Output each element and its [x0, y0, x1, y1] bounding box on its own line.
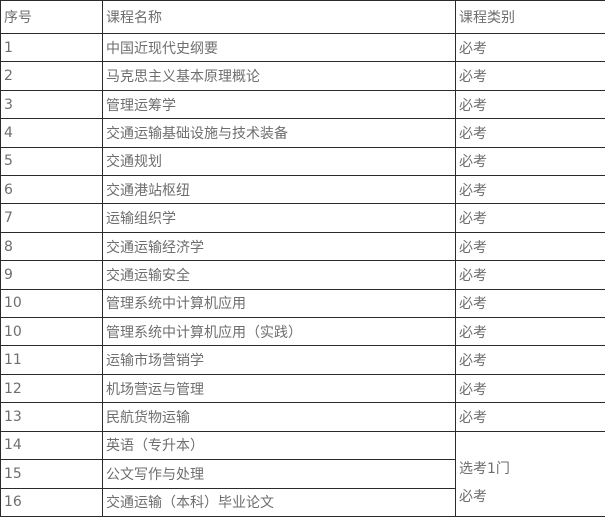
cell-course-name: 马克思主义基本原理概论: [102, 61, 456, 91]
category-line: 必考: [459, 489, 487, 505]
table-row: 11 运输市场营销学 必考: [0, 345, 605, 375]
cell-course-name: 交通港站枢纽: [102, 175, 456, 205]
cell-index: 8: [0, 231, 103, 262]
cell-index: 10: [0, 288, 103, 319]
cell-index: 9: [0, 260, 103, 290]
cell-index: 7: [0, 203, 103, 233]
cell-index: 3: [0, 89, 103, 120]
cell-index: 2: [0, 61, 103, 91]
table-row: 5 交通规划 必考: [0, 146, 605, 177]
table-header: 序号 课程名称 课程类别: [0, 0, 605, 34]
column-header-index: 序号: [0, 0, 103, 34]
cell-index: 4: [0, 118, 103, 148]
cell-category: 必考: [455, 288, 605, 319]
cell-category: 必考: [455, 175, 605, 205]
cell-course-name: 管理系统中计算机应用: [102, 288, 456, 319]
cell-index: 10: [0, 317, 103, 347]
cell-index: 6: [0, 175, 103, 205]
cell-category: 必考: [455, 373, 605, 404]
cell-course-name: 交通运输（本科）毕业论文: [102, 487, 456, 517]
cell-course-name: 运输组织学: [102, 203, 456, 233]
table-row: 6 交通港站枢纽 必考: [0, 175, 605, 205]
cell-course-name: 交通运输安全: [102, 260, 456, 290]
cell-category: 必考: [455, 260, 605, 290]
cell-category: 必考: [455, 89, 605, 120]
cell-category: 必考: [455, 32, 605, 63]
cell-index: 16: [0, 487, 103, 517]
cell-course-name: 机场营运与管理: [102, 373, 456, 404]
table-row: 14 英语（专升本） 选考1门必考: [0, 430, 605, 517]
cell-course-name: 管理系统中计算机应用（实践）: [102, 317, 456, 347]
table-row: 1 中国近现代史纲要 必考: [0, 32, 605, 63]
table-row: 15 公文写作与处理: [0, 459, 605, 489]
cell-index: 15: [0, 459, 103, 489]
cell-course-name: 运输市场营销学: [102, 345, 456, 375]
table-row: 10 管理系统中计算机应用 必考: [0, 288, 605, 319]
table-row: 16 交通运输（本科）毕业论文: [0, 487, 605, 517]
cell-category: 必考: [455, 231, 605, 262]
table-row: 13 民航货物运输 必考: [0, 402, 605, 432]
table-row: 7 运输组织学 必考: [0, 203, 605, 233]
cell-index: 5: [0, 146, 103, 177]
category-line: 选考1门: [459, 461, 510, 477]
table-row: 3 管理运筹学 必考: [0, 89, 605, 120]
cell-course-name: 交通运输基础设施与技术装备: [102, 118, 456, 148]
course-table-body: 1 中国近现代史纲要 必考 2 马克思主义基本原理概论 必考 3 管理运筹学 必考 4 交通运输基础…: [0, 32, 605, 517]
cell-index: 1: [0, 32, 103, 63]
cell-course-name: 交通规划: [102, 146, 456, 177]
table-row: 9 交通运输安全 必考: [0, 260, 605, 290]
cell-category: 必考: [455, 61, 605, 91]
table-row: 8 交通运输经济学 必考: [0, 231, 605, 262]
table-row: 12 机场营运与管理 必考: [0, 373, 605, 404]
cell-course-name: 英语（专升本）: [102, 430, 456, 461]
cell-category-merged: 选考1门必考: [455, 430, 605, 517]
cell-index: 14: [0, 430, 103, 461]
cell-index: 12: [0, 373, 103, 404]
header-row: 序号 课程名称 课程类别: [0, 0, 605, 34]
column-header-course-name: 课程名称: [102, 0, 456, 34]
cell-category: 必考: [455, 146, 605, 177]
cell-index: 11: [0, 345, 103, 375]
table-row: 10 管理系统中计算机应用（实践） 必考: [0, 317, 605, 347]
cell-index: 13: [0, 402, 103, 432]
cell-course-name: 中国近现代史纲要: [102, 32, 456, 63]
cell-category: 必考: [455, 345, 605, 375]
column-header-category: 课程类别: [455, 0, 605, 34]
cell-course-name: 民航货物运输: [102, 402, 456, 432]
cell-course-name: 公文写作与处理: [102, 459, 456, 489]
cell-category: 必考: [455, 203, 605, 233]
cell-category: 必考: [455, 317, 605, 347]
cell-category: 必考: [455, 118, 605, 148]
table-row: 2 马克思主义基本原理概论 必考: [0, 61, 605, 91]
cell-category: 必考: [455, 402, 605, 432]
table-row: 4 交通运输基础设施与技术装备 必考: [0, 118, 605, 148]
cell-course-name: 交通运输经济学: [102, 231, 456, 262]
cell-course-name: 管理运筹学: [102, 89, 456, 120]
